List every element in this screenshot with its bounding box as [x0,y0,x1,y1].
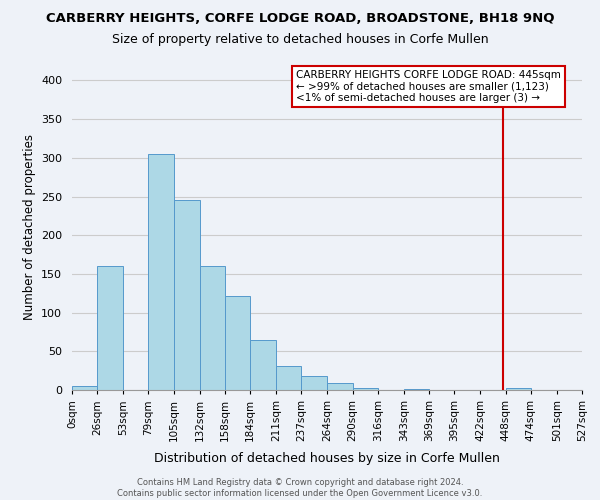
Bar [97,266,123,390]
Bar [225,296,250,390]
Bar [301,376,328,390]
Y-axis label: Number of detached properties: Number of detached properties [23,134,35,320]
X-axis label: Distribution of detached houses by size in Corfe Mullen: Distribution of detached houses by size … [154,452,500,466]
Bar [328,383,353,390]
Bar [250,340,276,390]
Bar [148,154,173,390]
Text: CARBERRY HEIGHTS, CORFE LODGE ROAD, BROADSTONE, BH18 9NQ: CARBERRY HEIGHTS, CORFE LODGE ROAD, BROA… [46,12,554,26]
Bar [353,388,378,390]
Text: CARBERRY HEIGHTS CORFE LODGE ROAD: 445sqm
← >99% of detached houses are smaller : CARBERRY HEIGHTS CORFE LODGE ROAD: 445sq… [296,70,561,103]
Text: Contains HM Land Registry data © Crown copyright and database right 2024.
Contai: Contains HM Land Registry data © Crown c… [118,478,482,498]
Bar [404,389,429,390]
Bar [72,386,97,390]
Text: Size of property relative to detached houses in Corfe Mullen: Size of property relative to detached ho… [112,32,488,46]
Bar [276,366,301,390]
Bar [173,200,200,390]
Bar [506,388,531,390]
Bar [200,266,225,390]
